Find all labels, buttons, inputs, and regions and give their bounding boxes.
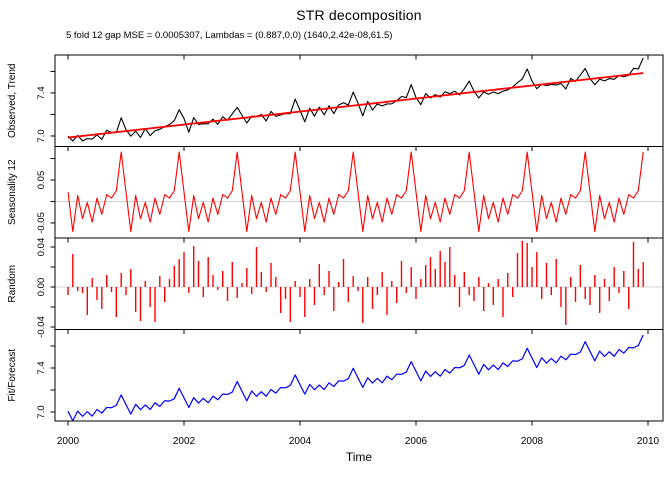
x-tick-label: 2008	[521, 436, 544, 447]
y-tick-label: 0.04	[36, 238, 47, 257]
x-axis-title: Time	[345, 450, 373, 464]
y-tick-label: 7.4	[36, 86, 47, 99]
random-bars	[67, 241, 644, 325]
x-tick-label: 2002	[173, 436, 196, 447]
chart-subtitle: 5 fold 12 gap MSE = 0.0005307, Lambdas =…	[66, 30, 393, 41]
y-tick-label: 0.00	[36, 278, 47, 297]
y-tick-label: -0.05	[36, 212, 47, 234]
series-seasonal	[67, 151, 644, 233]
x-tick-label: 2004	[289, 436, 312, 447]
x-tick-label: 2000	[57, 436, 80, 447]
panel-box	[54, 237, 664, 330]
x-tick-label: 2006	[405, 436, 428, 447]
y-tick-label: -0.04	[36, 316, 47, 338]
panel-box	[54, 54, 664, 147]
series-trend	[67, 72, 644, 139]
panel-title: Seasonality 12	[7, 159, 18, 225]
y-tick-label: 7.4	[36, 361, 47, 374]
panel-box	[54, 329, 664, 422]
panel-box	[54, 146, 664, 239]
panel-title: Random	[7, 265, 18, 303]
x-tick-label: 2010	[637, 436, 660, 447]
panel-title: Observed, Trend	[7, 64, 18, 138]
y-tick-label: 7.0	[36, 405, 47, 418]
series-fit	[67, 334, 644, 422]
panel-title: Fit/Forecast	[7, 349, 18, 402]
chart-title: STR decomposition	[296, 7, 422, 23]
y-tick-label: 7.0	[36, 129, 47, 142]
y-tick-label: 0.05	[36, 171, 47, 190]
